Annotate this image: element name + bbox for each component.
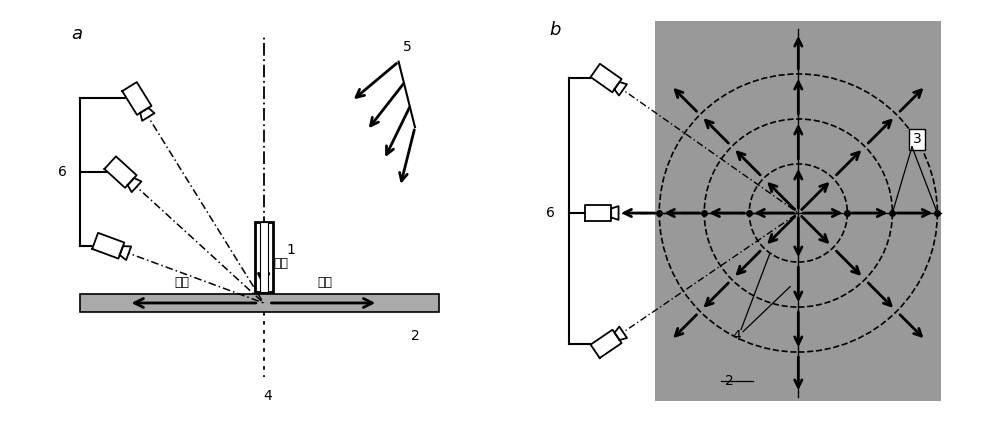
Text: 6: 6: [546, 206, 555, 220]
Polygon shape: [104, 156, 137, 188]
Bar: [655, 21, 941, 401]
Polygon shape: [591, 64, 622, 92]
Text: 1: 1: [286, 243, 295, 257]
Polygon shape: [591, 330, 622, 358]
Bar: [255, 222, 273, 292]
Text: 6: 6: [58, 165, 67, 179]
Text: 气流: 气流: [174, 276, 189, 289]
Text: 2: 2: [411, 329, 420, 343]
Polygon shape: [140, 108, 155, 121]
Polygon shape: [120, 246, 131, 260]
Bar: [80, 294, 439, 312]
Text: b: b: [549, 21, 560, 39]
Text: 气流: 气流: [317, 276, 332, 289]
Polygon shape: [585, 205, 611, 221]
Bar: [260, 222, 268, 292]
Polygon shape: [615, 327, 627, 340]
Polygon shape: [92, 233, 124, 259]
Polygon shape: [128, 178, 141, 192]
Text: 3: 3: [913, 132, 921, 147]
Text: 4: 4: [733, 329, 741, 343]
Text: a: a: [71, 25, 82, 43]
Text: 5: 5: [403, 40, 411, 54]
Polygon shape: [122, 82, 151, 115]
Text: 气流: 气流: [274, 257, 289, 271]
Polygon shape: [614, 82, 627, 95]
Text: 2: 2: [725, 374, 733, 388]
Text: 4: 4: [263, 389, 272, 403]
Polygon shape: [611, 206, 619, 220]
